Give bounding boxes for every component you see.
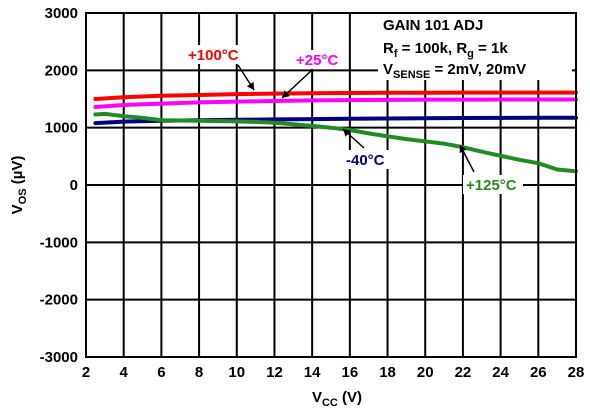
series-label-25c: +25°C bbox=[296, 52, 338, 69]
conditions-annotation: GAIN 101 ADJ Rf = 100k, Rg = 1k VSENSE =… bbox=[378, 12, 572, 81]
leader-arrowhead-25c bbox=[282, 90, 290, 98]
series-label-bg-125c bbox=[463, 175, 523, 194]
x-tick-label: 8 bbox=[195, 364, 203, 381]
x-tick-label: 12 bbox=[266, 364, 283, 381]
x-tick-label: 6 bbox=[157, 364, 165, 381]
series-label-bg-100c bbox=[185, 45, 245, 64]
tick-labels: 2 4 6 8 10 12 14 16 18 20 22 24 26 28-3000-2000-10000… bbox=[40, 5, 585, 381]
x-tick-label: 2 bbox=[82, 364, 90, 381]
series-label-40c: -40°C bbox=[346, 152, 385, 169]
y-axis-title-sub: OS bbox=[17, 188, 29, 204]
leader-arrowhead-40c bbox=[343, 129, 351, 137]
x-tick-label: 24 bbox=[492, 364, 509, 381]
y-tick-label: 2000 bbox=[45, 62, 78, 79]
x-tick-label: 28 bbox=[568, 364, 585, 381]
leader-arrowhead-100c bbox=[246, 81, 254, 90]
y-axis-title-tail: (µV) bbox=[9, 156, 26, 189]
x-tick-label: 22 bbox=[455, 364, 472, 381]
r-g-subscript: g bbox=[467, 48, 474, 60]
v-sense-symbol: V bbox=[383, 61, 393, 78]
x-tick-label: 18 bbox=[379, 364, 396, 381]
y-tick-label: -3000 bbox=[40, 349, 78, 366]
conditions-background bbox=[378, 12, 572, 80]
series-label-bg-25c bbox=[293, 50, 344, 69]
y-tick-label: 3000 bbox=[45, 5, 78, 22]
series-label-125c: +125°C bbox=[466, 177, 517, 194]
y-tick-label: 0 bbox=[70, 177, 78, 194]
x-tick-label: 14 bbox=[304, 364, 321, 381]
series-line-125c bbox=[93, 111, 578, 174]
y-tick-label: 1000 bbox=[45, 120, 78, 137]
x-tick-label: 26 bbox=[530, 364, 547, 381]
x-tick-label: 16 bbox=[342, 364, 359, 381]
series-line-100c bbox=[93, 90, 578, 101]
r-g-value: = 1k bbox=[474, 40, 508, 57]
x-axis-title-tail: (V) bbox=[338, 389, 362, 406]
v-sense-subscript: SENSE bbox=[393, 69, 430, 81]
y-axis-title: VOS (µV) bbox=[9, 156, 29, 215]
series-labels: +100°C +25°C -40°C +125°C bbox=[185, 45, 523, 194]
x-axis-title-main: V bbox=[312, 389, 322, 406]
series-line-25c bbox=[93, 97, 578, 109]
leader-arrowhead-125c bbox=[459, 145, 467, 154]
x-tick-label: 10 bbox=[228, 364, 245, 381]
y-tick-label: -1000 bbox=[40, 234, 78, 251]
x-tick-label: 20 bbox=[417, 364, 434, 381]
r-f-symbol: R bbox=[383, 40, 394, 57]
x-axis-title: VCC (V) bbox=[312, 389, 362, 409]
v-sense-value: = 2mV, 20mV bbox=[430, 61, 526, 78]
x-tick-label: 4 bbox=[120, 364, 129, 381]
conditions-line-3: VSENSE = 2mV, 20mV bbox=[383, 61, 526, 81]
conditions-line-1: GAIN 101 ADJ bbox=[383, 17, 483, 34]
plot-frame bbox=[85, 12, 577, 358]
series-lines bbox=[93, 90, 578, 174]
y-axis-title-main: V bbox=[9, 204, 26, 214]
r-f-subscript: f bbox=[394, 48, 398, 60]
y-tick-label: -2000 bbox=[40, 292, 78, 309]
x-axis-title-sub: CC bbox=[322, 397, 338, 409]
r-f-value: = 100k, R bbox=[398, 40, 468, 57]
series-label-bg-40c bbox=[343, 150, 394, 169]
conditions-line-2: Rf = 100k, Rg = 1k bbox=[383, 40, 508, 60]
series-label-100c: +100°C bbox=[188, 47, 239, 64]
